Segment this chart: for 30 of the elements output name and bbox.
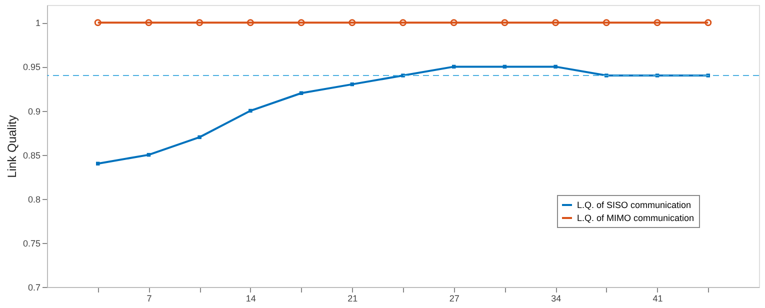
- y-tick-label: 0.8: [28, 194, 40, 204]
- y-tick-label: 0.95: [22, 62, 40, 72]
- x-tick-label: 27: [449, 294, 460, 304]
- point: [348, 19, 356, 26]
- x-tick-label: 7: [146, 294, 152, 304]
- point: [298, 19, 305, 26]
- y-tick-label: 0.75: [22, 238, 40, 248]
- point: [552, 19, 560, 26]
- point: [198, 135, 202, 140]
- point: [196, 19, 204, 26]
- point: [246, 19, 254, 26]
- y-tick-label: 0.9: [28, 106, 40, 116]
- x-tick-label: 34: [551, 294, 562, 304]
- point: [602, 19, 610, 26]
- y-tick-label: 1: [35, 18, 40, 28]
- y-axis-title: Link Quality: [4, 115, 19, 178]
- point: [654, 19, 661, 26]
- legend-label: L.Q. of MIMO communication: [577, 213, 694, 223]
- point: [400, 19, 406, 26]
- x-tick-label: 41: [652, 294, 663, 304]
- x-tick-label: 21: [348, 294, 358, 304]
- y-tick-label: 0.7: [28, 282, 40, 292]
- x-tick-label: 14: [246, 294, 256, 304]
- point: [450, 19, 458, 26]
- y-tick-label: 0.85: [22, 150, 40, 160]
- point: [501, 19, 508, 26]
- point: [145, 19, 152, 26]
- point: [248, 108, 252, 113]
- legend-label: L.Q. of SISO communication: [577, 200, 692, 210]
- point: [554, 64, 558, 69]
